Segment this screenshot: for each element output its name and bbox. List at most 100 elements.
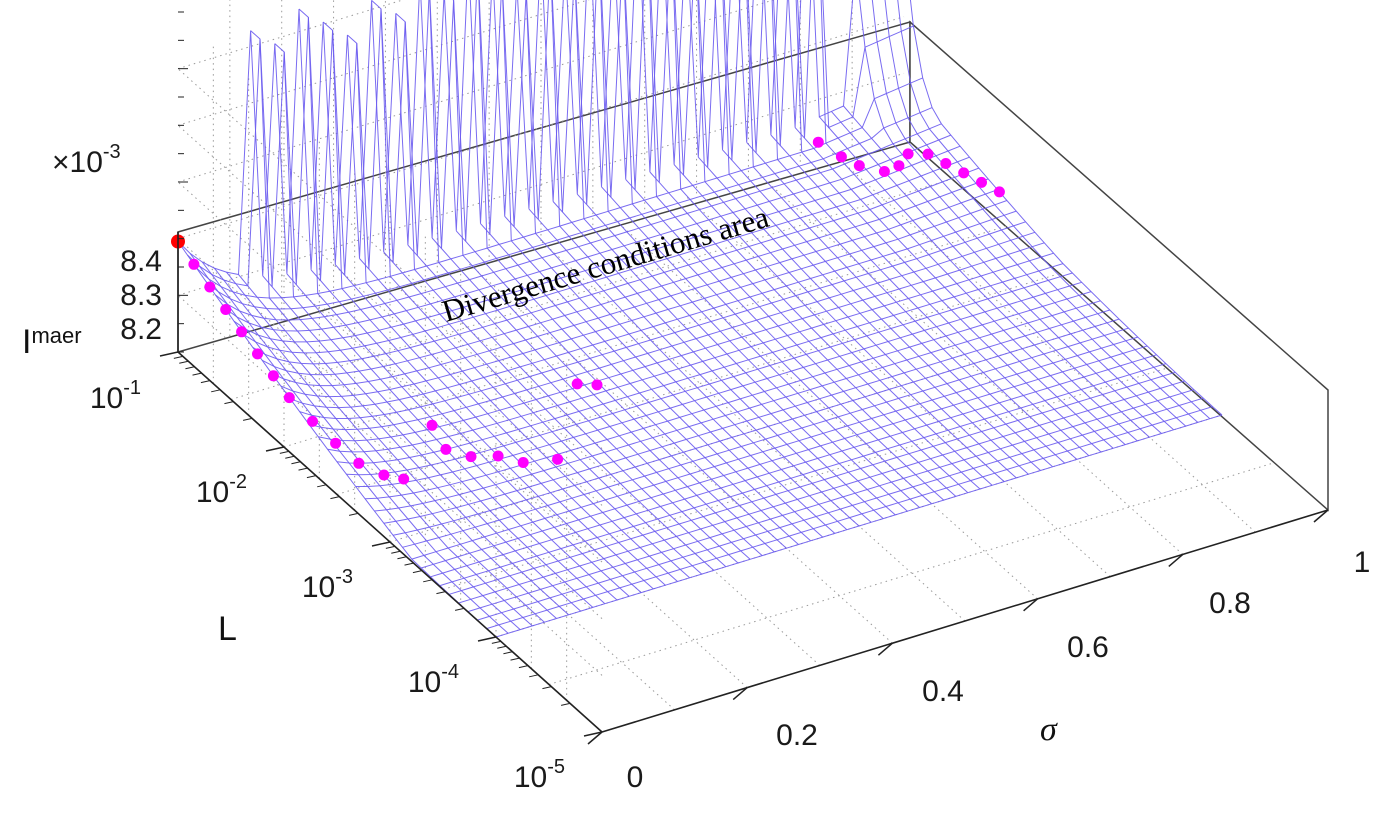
highlight-point (426, 419, 438, 431)
L-tick-minor (404, 562, 414, 566)
axis-ticks (159, 11, 1329, 745)
surface-line-sigma (818, 116, 1138, 442)
surface-line-sigma (528, 208, 848, 531)
L-tick-minor (185, 366, 195, 370)
z-tick-label: 8.3 (120, 279, 162, 312)
L-tick-minor (385, 545, 395, 549)
highlight-point (552, 453, 564, 465)
surface-line-sigma (347, 34, 666, 586)
highlight-point (440, 443, 452, 455)
surface-line-sigma (697, 0, 1005, 482)
surface-line-sigma (213, 267, 533, 627)
surface-line-sigma (771, 0, 1078, 460)
sigma-tick (587, 731, 603, 745)
highlight-point (353, 457, 365, 469)
surface-line-sigma (238, 274, 557, 619)
highlight-point (976, 176, 987, 188)
surface-line-sigma (322, 21, 642, 593)
surface-line-sigma (697, 156, 1017, 479)
L-tick-label: 10-2 (196, 471, 247, 509)
L-tick-minor (330, 496, 340, 500)
surface-line-sigma (649, 0, 957, 497)
sigma-tick-label: 0.2 (776, 719, 818, 752)
surface-line-sigma (455, 230, 775, 553)
surface-line-sigma (673, 0, 981, 490)
highlight-point (283, 392, 295, 404)
surface-line-sigma (407, 244, 727, 568)
highlight-point (378, 469, 390, 481)
L-tick-minor (423, 579, 433, 583)
surface-line-sigma (770, 134, 1090, 457)
L-tick-minor (391, 550, 401, 554)
highlight-point (993, 186, 1005, 198)
floor-gridline (230, 177, 958, 400)
surface-line-sigma (746, 142, 1066, 464)
L-tick-minor (503, 651, 513, 655)
highlight-point (307, 415, 318, 427)
surface-line-sigma (478, 0, 787, 549)
L-tick-minor (279, 450, 289, 454)
back-walls (177, 0, 1329, 701)
sigma-tick (1313, 509, 1329, 523)
L-tick-minor (560, 702, 571, 706)
surface-line-sigma (794, 127, 1114, 449)
highlight-point (591, 379, 603, 391)
highlight-point (252, 348, 263, 360)
z-tick-label: 8.4 (120, 245, 162, 278)
highlight-point (267, 370, 279, 382)
surface-line-sigma (250, 30, 569, 616)
floor-gridline (758, 174, 1184, 555)
highlight-point (330, 437, 342, 449)
wall-gridline (177, 16, 905, 240)
L-tick-minor (518, 665, 529, 669)
L-axis-title: L (218, 610, 237, 648)
L-tick-major (371, 541, 391, 547)
highlight-point (236, 326, 248, 338)
highlight-point (204, 281, 216, 293)
L-tick-minor (173, 355, 183, 359)
highlight-point (220, 304, 232, 315)
highlight-point (465, 451, 477, 463)
surface-line-sigma (625, 179, 945, 501)
floor-gridline (548, 462, 1276, 685)
L-tick-minor (497, 645, 507, 649)
L-tick-major (265, 446, 285, 452)
z-axis-title: Imaer (22, 323, 82, 361)
highlight-points (171, 136, 1005, 485)
highlight-point (398, 473, 410, 485)
surface-line-sigma (600, 0, 908, 512)
surface-line-sigma (452, 0, 763, 556)
surface-line-sigma (552, 201, 872, 523)
surface-line-sigma (859, 0, 1174, 431)
surface-line-sigma (262, 275, 582, 612)
surface-line-sigma (820, 0, 1126, 445)
L-tick-minor (510, 657, 520, 661)
highlight-point (902, 148, 914, 160)
floor-gridline (613, 218, 1038, 600)
surface-line-sigma (502, 0, 811, 542)
surface-line-sigma (504, 215, 824, 538)
surface-line-sigma (722, 0, 1029, 475)
surface-line-sigma (909, 0, 1223, 416)
wall-gridline (177, 0, 405, 70)
L-tick-minor (298, 467, 308, 471)
surface-line-sigma (371, 0, 690, 579)
surface-line-sigma (601, 186, 920, 508)
L-tick-minor (529, 674, 539, 678)
surface-line-sigma (383, 251, 703, 575)
L-tick-minor (397, 556, 407, 560)
sigma-tick (877, 642, 893, 656)
surface-line-sigma (795, 0, 1102, 453)
surface-line-sigma (429, 0, 739, 564)
L-tick-minor (542, 686, 552, 690)
surface-line-sigma (226, 271, 545, 623)
sigma-axis-line (601, 509, 1329, 733)
L-tick-minor (436, 591, 446, 595)
L-tick-minor (412, 570, 423, 574)
sigma-tick-label: 0 (627, 761, 644, 794)
L-tick-minor (285, 455, 295, 459)
wall-gridline (177, 0, 775, 183)
L-tick-minor (224, 401, 234, 405)
